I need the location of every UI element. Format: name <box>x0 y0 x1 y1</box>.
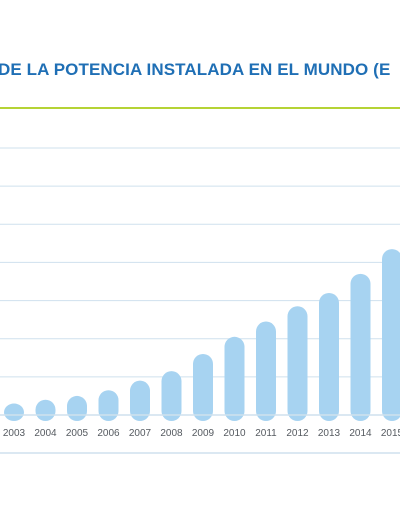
bar-2012 <box>287 306 308 421</box>
bar-2003 <box>4 403 24 421</box>
bar-2011 <box>256 321 276 421</box>
x-tick-label-2008: 2008 <box>160 428 183 439</box>
x-tick-label-2013: 2013 <box>318 428 341 439</box>
bar-2010 <box>224 336 245 421</box>
bar-2014 <box>350 273 371 421</box>
x-tick-label-2003: 2003 <box>3 428 26 439</box>
grid-lines <box>0 147 400 378</box>
bar-2007 <box>130 380 150 421</box>
x-tick-label-2006: 2006 <box>97 428 120 439</box>
x-tick-label-2005: 2005 <box>66 428 89 439</box>
x-tick-label-2007: 2007 <box>129 428 152 439</box>
bar-series <box>4 249 400 421</box>
bar-2005 <box>67 395 87 421</box>
bar-2013 <box>319 292 339 421</box>
x-tick-label-2012: 2012 <box>286 428 309 439</box>
x-tick-label-2004: 2004 <box>34 428 57 439</box>
x-tick-label-2015: 2015 <box>381 428 400 439</box>
x-tick-label-2010: 2010 <box>223 428 246 439</box>
x-tick-label-2011: 2011 <box>255 428 277 439</box>
chart-title: DE LA POTENCIA INSTALADA EN EL MUNDO (E <box>0 60 391 79</box>
x-tick-label-2009: 2009 <box>192 428 215 439</box>
bar-2008 <box>161 371 182 421</box>
bar-2015 <box>382 249 400 421</box>
bar-2006 <box>98 390 119 421</box>
bar-2009 <box>193 353 213 421</box>
x-tick-label-2014: 2014 <box>349 428 372 439</box>
x-tick-labels: 2003 2004 2005 2006 2007 2008 2009 2010 2011 2012… <box>3 428 400 439</box>
bar-2004 <box>35 399 56 421</box>
